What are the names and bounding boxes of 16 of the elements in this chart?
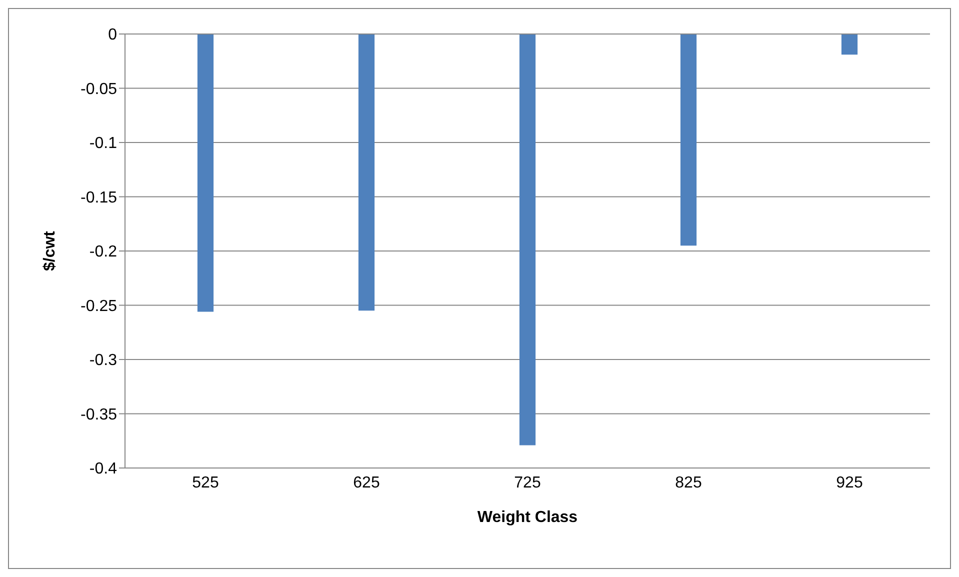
y-tick-label: -0.15 bbox=[80, 189, 118, 206]
x-tick-label: 725 bbox=[514, 474, 541, 492]
y-tick-label: -0.35 bbox=[80, 406, 118, 424]
y-axis-title: $/cwt bbox=[42, 230, 59, 272]
y-tick-label: -0.05 bbox=[80, 80, 118, 98]
x-tick-label: 925 bbox=[836, 474, 863, 492]
y-tick-label: -0.2 bbox=[89, 244, 118, 261]
x-tick-label: 525 bbox=[192, 474, 219, 492]
x-axis-title: Weight Class bbox=[477, 509, 578, 526]
x-tick-label: 825 bbox=[675, 474, 702, 492]
y-tick-label: -0.3 bbox=[89, 352, 118, 370]
y-tick-label: -0.1 bbox=[89, 135, 118, 152]
x-tick-label: 625 bbox=[353, 474, 380, 492]
y-tick-label: -0.4 bbox=[89, 460, 118, 478]
y-tick-label: -0.25 bbox=[80, 298, 118, 315]
y-tick-label: 0 bbox=[108, 26, 118, 44]
